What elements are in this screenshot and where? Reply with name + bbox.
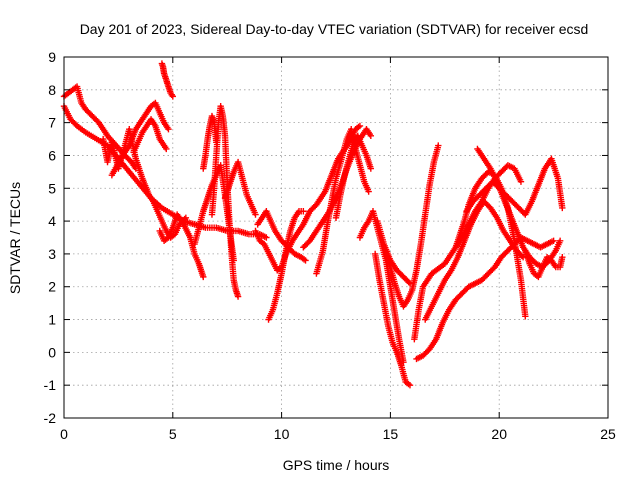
data-point [517, 178, 525, 185]
y-tick-label: 0 [48, 344, 56, 360]
data-track-1 [60, 83, 140, 172]
data-point [163, 145, 170, 153]
y-axis-title: SDTVAR / TECUs [7, 182, 23, 294]
chart-title: Day 201 of 2023, Sidereal Day-to-day VTE… [80, 21, 589, 37]
data-point [367, 132, 375, 139]
data-point [556, 237, 564, 244]
y-tick-label: 4 [48, 213, 56, 229]
data-track-4 [130, 116, 170, 156]
y-tick-label: -2 [44, 410, 57, 426]
data-point [165, 126, 172, 133]
data-track-22 [422, 198, 527, 323]
data-point [169, 93, 176, 100]
y-tick-label: 8 [48, 82, 56, 98]
data-track-18 [371, 250, 414, 389]
data-track-21 [413, 234, 557, 363]
data-point [263, 234, 270, 241]
x-axis-title: GPS time / hours [283, 457, 390, 473]
data-track-3 [108, 99, 172, 179]
data-track-26 [522, 247, 566, 281]
data-track-23 [452, 168, 529, 320]
data-point [213, 139, 220, 146]
x-tick-label: 0 [60, 426, 68, 442]
data-point [550, 237, 557, 244]
data-point [559, 253, 566, 261]
axis-ticks [63, 56, 609, 419]
data-track-12 [265, 208, 307, 323]
data-point [300, 208, 307, 215]
x-tick-label: 20 [491, 426, 507, 442]
plot-frame [63, 56, 609, 419]
data-point [182, 214, 190, 222]
data-track-5 [158, 60, 176, 100]
data-point [522, 313, 529, 320]
y-tick-label: 9 [48, 49, 56, 65]
data-point [200, 273, 207, 281]
data-marks [60, 60, 566, 389]
y-tick-label: 6 [48, 147, 56, 163]
tick-labels: 0 5 10 15 20 25 -2 -1 0 1 2 3 4 5 6 7 8 9 [44, 49, 616, 442]
data-track-27 [374, 217, 414, 287]
data-track-15 [313, 126, 372, 277]
data-point [559, 204, 566, 212]
x-tick-label: 5 [169, 426, 177, 442]
y-tick-label: 3 [48, 246, 56, 262]
data-point [519, 253, 527, 261]
y-tick-label: -1 [44, 377, 57, 393]
data-point [367, 165, 375, 172]
data-track-10 [221, 158, 259, 218]
data-track-9 [200, 112, 220, 172]
data-point [302, 257, 309, 264]
y-tick-label: 1 [48, 312, 56, 328]
x-tick-label: 25 [600, 426, 616, 442]
data-track-24 [463, 155, 566, 218]
y-tick-label: 2 [48, 279, 56, 295]
x-tick-label: 10 [274, 426, 290, 442]
x-tick-label: 15 [383, 426, 399, 442]
data-track-20 [411, 162, 525, 343]
data-track-16 [332, 132, 375, 222]
data-point [435, 142, 442, 149]
data-point [234, 293, 242, 300]
y-tick-label: 7 [48, 115, 56, 131]
data-point [365, 188, 372, 195]
data-point [252, 211, 259, 218]
data-point [356, 122, 364, 130]
y-tick-label: 5 [48, 180, 56, 196]
data-point [406, 381, 414, 389]
data-point [406, 280, 414, 287]
data-point [405, 278, 412, 286]
data-track-6 [156, 211, 207, 281]
data-track-13 [254, 208, 309, 264]
